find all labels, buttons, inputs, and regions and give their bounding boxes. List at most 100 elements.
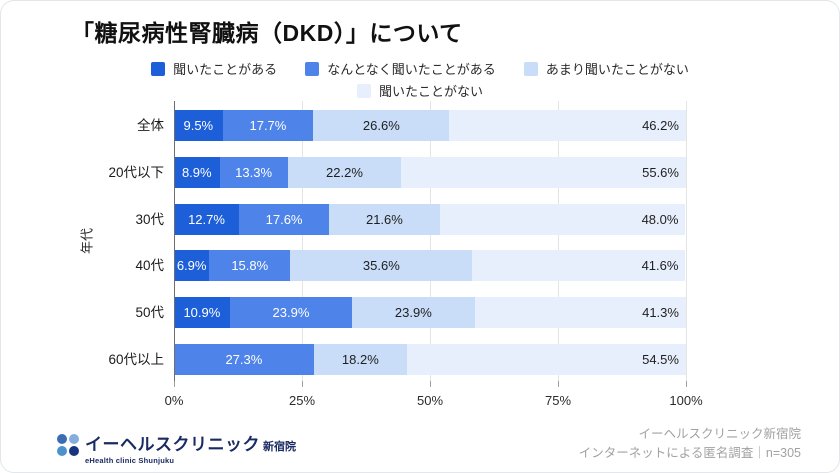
bar-segment: 48.0% — [439, 203, 686, 235]
y-axis-title: 年代 — [79, 227, 95, 255]
bar-segment: 8.9% — [174, 156, 220, 188]
logo-dot-icon — [57, 434, 67, 444]
x-axis-tick-label: 25% — [288, 393, 316, 408]
y-axis-line — [174, 101, 175, 381]
gridline — [686, 101, 687, 381]
stacked-bar: 10.9% 23.9% 23.9% 41.3% — [174, 297, 686, 329]
gridline — [558, 101, 559, 381]
legend-item: あまり聞いたことがない — [523, 59, 689, 78]
plot-area: 年代 0% 25% 50% 75% 100% 全体 9.5% 17.7% 26.6% 46.2% 2… — [80, 101, 703, 408]
legend-swatch-icon — [305, 61, 320, 76]
bar-row: 30代 12.7% 17.6% 21.6% 48.0% — [135, 203, 686, 235]
stacked-bar: 9.5% 17.7% 26.6% 46.2% — [174, 110, 686, 141]
bar-segment: 46.2% — [449, 110, 686, 141]
value-label: 23.9% — [394, 305, 432, 321]
bar-segment: 27.3% — [174, 344, 314, 375]
value-label: 27.3% — [225, 352, 263, 367]
clinic-name-en: eHealth clinic Shunjuku — [85, 456, 175, 465]
category-label: 50代 — [135, 305, 164, 321]
survey-note-line1: イーヘルスクリニック新宿院 — [638, 427, 801, 441]
value-label: 8.9% — [181, 164, 212, 180]
value-label: 23.9% — [272, 305, 310, 321]
value-label: 22.2% — [326, 164, 363, 180]
value-label: 21.6% — [365, 211, 403, 227]
bar-segment: 54.5% — [406, 344, 686, 375]
value-label: 9.5% — [183, 118, 214, 133]
legend-swatch-icon — [523, 61, 538, 76]
legend-swatch-icon — [151, 61, 166, 76]
bar-row: 全体 9.5% 17.7% 26.6% 46.2% — [137, 110, 686, 141]
bar-segment: 9.5% — [174, 110, 223, 141]
bar-segment: 17.6% — [239, 203, 330, 235]
chart-legend: 聞いたことがある なんとなく聞いたことがある あまり聞いたことがない聞いたことがない — [1, 59, 839, 100]
legend-label: 聞いたことがある — [173, 62, 278, 77]
value-label: 41.3% — [642, 305, 679, 321]
value-label: 54.5% — [642, 352, 679, 367]
category-label: 30代 — [135, 211, 164, 227]
legend-row: 聞いたことがある なんとなく聞いたことがある あまり聞いたことがない — [151, 59, 689, 78]
value-label: 6.9% — [176, 258, 207, 274]
value-label: 10.9% — [183, 305, 221, 321]
gridline — [302, 101, 303, 381]
value-label: 26.6% — [362, 118, 400, 133]
bar-segment: 23.9% — [229, 297, 353, 329]
legend-label: 聞いたことがない — [378, 84, 483, 99]
legend-label: なんとなく聞いたことがある — [327, 62, 496, 77]
category-label: 20代以下 — [108, 164, 164, 180]
category-label: 60代以上 — [108, 352, 164, 367]
legend-item: 聞いたことがある — [151, 59, 277, 78]
legend-item: 聞いたことがない — [356, 81, 483, 100]
bar-segment: 41.3% — [474, 297, 686, 329]
bar-segment: 21.6% — [329, 203, 440, 235]
bar-segment: 41.6% — [472, 250, 686, 282]
value-label: 15.8% — [231, 258, 269, 274]
stacked-bar: 27.3% 18.2% 54.5% — [174, 344, 686, 375]
clinic-logo: イーヘルスクリニック 新宿院 eHealth clinic Shunjuku — [57, 430, 296, 465]
value-label: 12.7% — [188, 211, 225, 227]
clinic-logo-text: イーヘルスクリニック 新宿院 eHealth clinic Shunjuku — [85, 430, 296, 465]
legend-item: なんとなく聞いたことがある — [305, 59, 496, 78]
page-title: 「糖尿病性腎臓病（DKD）」について — [71, 20, 463, 46]
value-label: 18.2% — [341, 352, 379, 367]
axis-tick — [430, 381, 431, 387]
stacked-bar: 12.7% 17.6% 21.6% 48.0% — [174, 203, 686, 235]
bar-segment: 26.6% — [313, 110, 450, 141]
stacked-bar: 6.9% 15.8% 35.6% 41.6% — [174, 250, 686, 282]
value-label: 41.6% — [641, 258, 679, 274]
legend-swatch-icon — [356, 83, 371, 98]
bar-segment: 35.6% — [290, 250, 473, 282]
value-label: 35.6% — [362, 258, 400, 274]
bar-segment: 22.2% — [287, 156, 402, 188]
bar-row: 20代以下 8.9% 13.3% 22.2% 55.6% — [108, 156, 686, 188]
bar-segment: 55.6% — [401, 156, 686, 188]
survey-note: イーヘルスクリニック新宿院 インターネットによる匿名調査｜n=305 — [579, 425, 801, 464]
category-label: 40代 — [135, 258, 164, 274]
bar-segment: 12.7% — [174, 203, 240, 235]
bar-row: 50代 10.9% 23.9% 23.9% 41.3% — [135, 297, 686, 329]
value-label: 13.3% — [235, 164, 273, 180]
bar-segment: 10.9% — [174, 297, 230, 329]
axis-tick — [302, 381, 303, 387]
bar-segment: 18.2% — [313, 344, 407, 375]
x-axis-tick-label: 0% — [164, 393, 184, 408]
logo-dot-icon — [69, 434, 79, 444]
bar-segment: 23.9% — [352, 297, 475, 329]
x-axis-tick-label: 50% — [416, 393, 444, 408]
axis-tick — [686, 381, 687, 387]
value-label: 17.6% — [265, 211, 303, 227]
value-label: 17.7% — [249, 118, 287, 133]
bar-segment: 17.7% — [222, 110, 314, 141]
value-label: 48.0% — [641, 211, 679, 227]
axis-tick — [174, 381, 175, 387]
axis-tick — [558, 381, 559, 387]
clinic-logo-mark-icon — [57, 434, 79, 456]
bar-segment: 6.9% — [174, 250, 210, 282]
survey-note-line2: インターネットによる匿名調査｜n=305 — [578, 446, 801, 461]
value-label: 46.2% — [642, 118, 679, 133]
bar-segment: 15.8% — [209, 250, 291, 282]
category-label: 全体 — [137, 118, 164, 133]
logo-dot-icon — [57, 446, 67, 456]
legend-label: あまり聞いたことがない — [545, 62, 689, 77]
bar-row: 40代 6.9% 15.8% 35.6% 41.6% — [135, 250, 686, 282]
